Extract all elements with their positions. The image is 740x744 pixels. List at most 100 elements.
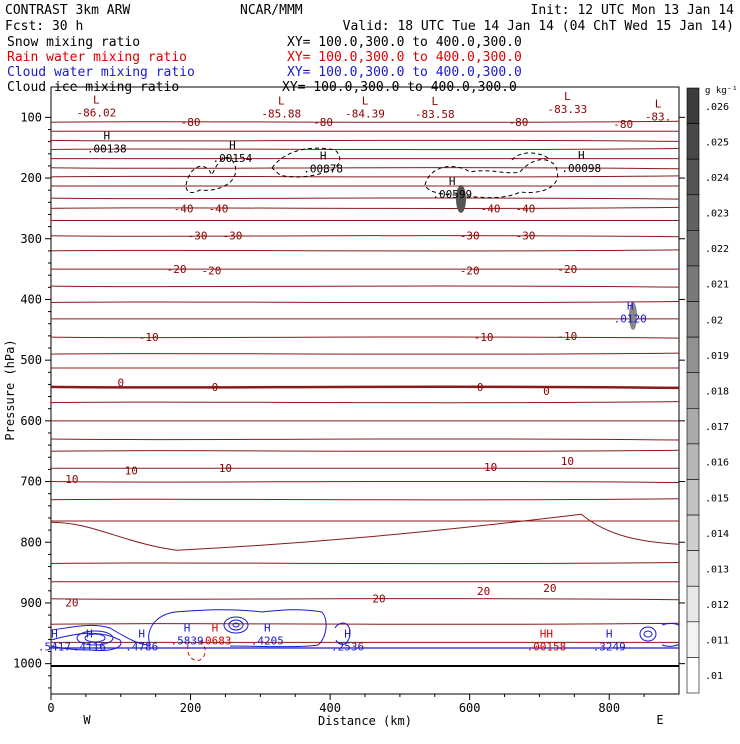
field-xy-cloud-water: XY= 100.0,300.0 to 400.0,300.0 <box>287 65 522 80</box>
isotherm-line <box>51 402 679 403</box>
isotherm-label: -20 <box>202 264 222 277</box>
isotherm-line <box>51 439 679 440</box>
extremum-symbol: H <box>229 139 236 152</box>
isotherm-label: -20 <box>167 263 187 276</box>
extremum-symbol: L <box>655 98 662 111</box>
extremum-value: .00878 <box>303 163 343 176</box>
extremum-symbol: H <box>104 130 111 143</box>
colorbar-swatch <box>687 88 699 124</box>
extremum-symbol: H <box>51 627 58 640</box>
colorbar-swatch <box>687 230 699 266</box>
extremum-value: .0120 <box>614 313 647 326</box>
isotherm-label: 10 <box>125 465 138 478</box>
colorbar-swatch <box>687 515 699 551</box>
contour-labels: -80-80-80-80-40-40-40-40-30-30-30-30-20-… <box>65 116 633 609</box>
extremum-value: .00098 <box>561 162 601 175</box>
isotherm-label: -80 <box>313 116 333 129</box>
isotherm-line <box>51 353 679 354</box>
colorbar-swatch <box>687 124 699 160</box>
extremum-value: .00154 <box>213 152 253 165</box>
isotherm-label: 10 <box>561 455 574 468</box>
colorbar-swatch <box>687 195 699 231</box>
y-tick-label: 500 <box>20 353 42 367</box>
isotherm-label: 0 <box>212 381 219 394</box>
colorbar-label: .019 <box>705 351 729 362</box>
colorbar-swatch <box>687 479 699 515</box>
extremum-symbol: H <box>449 175 456 188</box>
isotherm-label: 0 <box>543 385 550 398</box>
colorbar-unit: g kg⁻¹ <box>705 86 738 96</box>
extremum-symbol: L <box>564 90 571 103</box>
y-tick-label: 300 <box>20 232 42 246</box>
colorbar-swatch <box>687 337 699 373</box>
isotherm-line <box>51 514 679 550</box>
colorbar-swatch <box>687 159 699 195</box>
extremum-symbol: H <box>264 621 271 634</box>
colorbar-label: .014 <box>705 529 729 540</box>
hydrometeor-contours <box>51 148 679 666</box>
isotherm-label: -30 <box>516 230 536 243</box>
isotherm-line <box>51 140 679 141</box>
model-title: CONTRAST 3km ARW <box>5 3 130 18</box>
extremum-value: .3249 <box>593 640 626 653</box>
isotherm-label: 20 <box>372 593 385 606</box>
field-name-cloud-water: Cloud water mixing ratio <box>7 65 195 80</box>
isotherm-line <box>51 121 679 122</box>
isotherm-line <box>51 481 679 482</box>
extremum-symbol: H <box>184 621 191 634</box>
isotherm-label: -10 <box>474 331 494 344</box>
isotherm-label: -40 <box>481 202 501 215</box>
field-xy-snow: XY= 100.0,300.0 to 400.0,300.0 <box>287 35 522 50</box>
isotherm-line <box>51 250 679 251</box>
colorbar-swatch <box>687 586 699 622</box>
x-tick-label: 200 <box>180 701 202 715</box>
y-tick-label: 600 <box>20 414 42 428</box>
isotherm-label: -40 <box>209 202 229 215</box>
isotherm-label: 10 <box>65 473 78 486</box>
isotherm-line <box>51 286 679 287</box>
header: CONTRAST 3km ARW NCAR/MMM Init: 12 UTC M… <box>5 3 734 95</box>
isotherm-line <box>51 450 679 451</box>
field-xy-rain: XY= 100.0,300.0 to 400.0,300.0 <box>287 50 522 65</box>
isotherm-label: -20 <box>460 264 480 277</box>
isotherm-label: -20 <box>557 263 577 276</box>
y-tick-label: 700 <box>20 475 42 489</box>
x-axis-label: Distance (km) <box>318 714 412 728</box>
isotherm-label: 20 <box>543 582 556 595</box>
isotherm-label: -10 <box>557 330 577 343</box>
isotherm-line <box>51 562 679 563</box>
colorbar-label: .013 <box>705 564 729 575</box>
extremum-symbol: HH <box>540 627 553 640</box>
colorbar-label: .012 <box>705 600 729 611</box>
temperature-contours <box>51 121 679 642</box>
colorbar-label: .024 <box>705 173 729 184</box>
extremum-value: .00599 <box>432 188 472 201</box>
isotherm-label: 10 <box>219 462 232 475</box>
extremum-symbol: H <box>344 627 351 640</box>
colorbar-label: .025 <box>705 137 729 148</box>
colorbar-label: .022 <box>705 244 729 255</box>
isotherm-line <box>51 599 679 600</box>
isotherm-label: -40 <box>174 202 194 215</box>
cloud-water-contour-10 <box>644 631 652 637</box>
extremum-symbol: H <box>212 621 219 634</box>
isotherm-line <box>51 207 679 208</box>
y-tick-label: 800 <box>20 535 42 549</box>
colorbar-label: .017 <box>705 422 729 433</box>
isotherm-label: 0 <box>477 381 484 394</box>
y-tick-label: 400 <box>20 292 42 306</box>
x-tick-label: 400 <box>319 701 341 715</box>
colorbar-label: .015 <box>705 493 729 504</box>
colorbar-label: .026 <box>705 102 729 113</box>
plot-area: -80-80-80-80-40-40-40-40-30-30-30-30-20-… <box>38 87 679 694</box>
isotherm-line <box>51 387 679 388</box>
colorbar-label: .011 <box>705 636 729 647</box>
colorbar-swatch <box>687 266 699 302</box>
x-tick-label: 0 <box>47 701 54 715</box>
extremum-value: -85.88 <box>261 107 301 120</box>
x-axis-west-label: W <box>83 713 91 727</box>
isotherm-line <box>51 499 679 500</box>
